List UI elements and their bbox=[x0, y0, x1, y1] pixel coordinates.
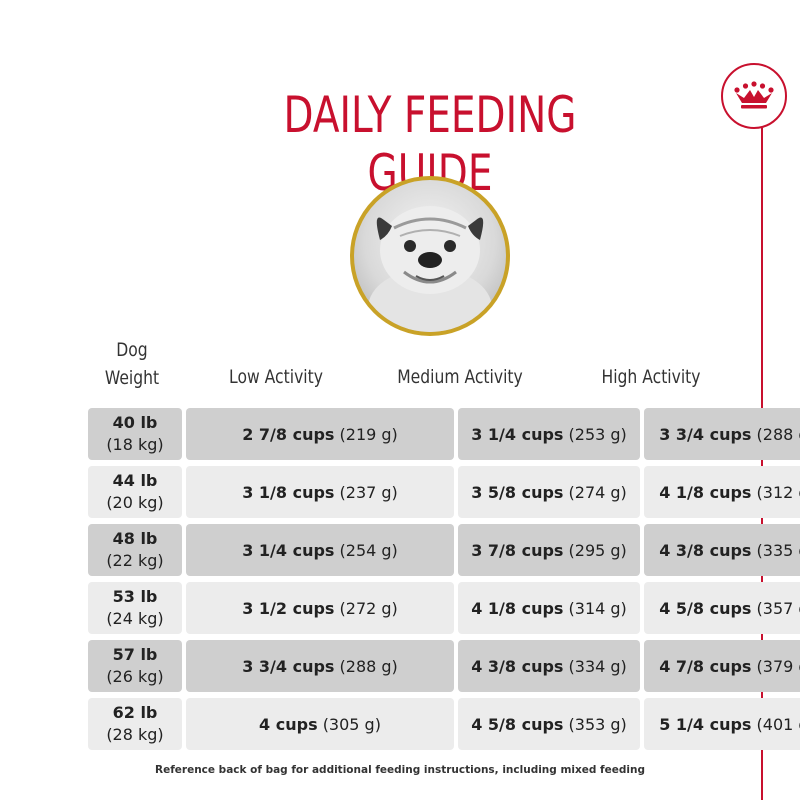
medium-activity-cell: 3 1/4 cups (253 g) bbox=[458, 408, 640, 460]
grams-value: (334 g) bbox=[568, 656, 627, 676]
weight-lb: 57 lb bbox=[112, 645, 158, 664]
cups-value: 2 7/8 cups bbox=[242, 424, 335, 444]
weight-kg: (20 kg) bbox=[106, 493, 164, 512]
grams-value: (353 g) bbox=[568, 714, 627, 734]
cups-value: 5 1/4 cups bbox=[659, 714, 752, 734]
grams-value: (357 g) bbox=[756, 598, 800, 618]
header-medium-activity: Medium Activity bbox=[397, 366, 523, 388]
medium-activity-cell: 4 3/8 cups (334 g) bbox=[458, 640, 640, 692]
grams-value: (274 g) bbox=[568, 482, 627, 502]
weight-lb: 53 lb bbox=[112, 587, 158, 606]
grams-value: (401 g) bbox=[756, 714, 800, 734]
grams-value: (288 g) bbox=[756, 424, 800, 444]
grams-value: (335 g) bbox=[756, 540, 800, 560]
cups-value: 4 cups bbox=[259, 714, 318, 734]
weight-cell: 44 lb (20 kg) bbox=[88, 466, 182, 518]
weight-cell: 53 lb (24 kg) bbox=[88, 582, 182, 634]
cups-value: 4 7/8 cups bbox=[659, 656, 752, 676]
header-dog-weight: Dog Weight bbox=[99, 336, 165, 392]
high-activity-cell: 4 5/8 cups (357 g) bbox=[644, 582, 800, 634]
cups-value: 4 5/8 cups bbox=[471, 714, 564, 734]
header-dog-weight-line2: Weight bbox=[104, 367, 160, 389]
cups-value: 4 3/8 cups bbox=[659, 540, 752, 560]
cups-value: 3 3/4 cups bbox=[659, 424, 752, 444]
bulldog-photo bbox=[350, 176, 510, 336]
weight-lb: 62 lb bbox=[112, 703, 158, 722]
high-activity-cell: 4 7/8 cups (379 g) bbox=[644, 640, 800, 692]
weight-kg: (22 kg) bbox=[106, 551, 164, 570]
cups-value: 3 1/8 cups bbox=[242, 482, 335, 502]
low-activity-cell: 4 cups (305 g) bbox=[186, 698, 454, 750]
weight-kg: (24 kg) bbox=[106, 609, 164, 628]
header-dog-weight-line1: Dog bbox=[116, 339, 148, 361]
low-activity-cell: 3 1/4 cups (254 g) bbox=[186, 524, 454, 576]
weight-cell: 48 lb (22 kg) bbox=[88, 524, 182, 576]
high-activity-cell: 4 1/8 cups (312 g) bbox=[644, 466, 800, 518]
grams-value: (312 g) bbox=[756, 482, 800, 502]
low-activity-cell: 2 7/8 cups (219 g) bbox=[186, 408, 454, 460]
cups-value: 4 3/8 cups bbox=[471, 656, 564, 676]
brand-logo bbox=[721, 63, 787, 129]
weight-cell: 40 lb (18 kg) bbox=[88, 408, 182, 460]
cups-value: 3 1/4 cups bbox=[471, 424, 564, 444]
medium-activity-cell: 3 5/8 cups (274 g) bbox=[458, 466, 640, 518]
grams-value: (305 g) bbox=[322, 714, 381, 734]
cups-value: 3 7/8 cups bbox=[471, 540, 564, 560]
table-row: 57 lb (26 kg) 3 3/4 cups (288 g) 4 3/8 c… bbox=[88, 640, 800, 692]
royal-crown-icon bbox=[734, 81, 774, 109]
weight-lb: 40 lb bbox=[112, 413, 158, 432]
high-activity-cell: 5 1/4 cups (401 g) bbox=[644, 698, 800, 750]
weight-cell: 57 lb (26 kg) bbox=[88, 640, 182, 692]
weight-lb: 44 lb bbox=[112, 471, 158, 490]
grams-value: (379 g) bbox=[756, 656, 800, 676]
medium-activity-cell: 4 1/8 cups (314 g) bbox=[458, 582, 640, 634]
header-low-activity: Low Activity bbox=[229, 366, 323, 388]
cups-value: 3 5/8 cups bbox=[471, 482, 564, 502]
weight-lb: 48 lb bbox=[112, 529, 158, 548]
low-activity-cell: 3 3/4 cups (288 g) bbox=[186, 640, 454, 692]
grams-value: (219 g) bbox=[339, 424, 398, 444]
high-activity-cell: 4 3/8 cups (335 g) bbox=[644, 524, 800, 576]
cups-value: 3 1/4 cups bbox=[242, 540, 335, 560]
cups-value: 4 1/8 cups bbox=[659, 482, 752, 502]
table-row: 48 lb (22 kg) 3 1/4 cups (254 g) 3 7/8 c… bbox=[88, 524, 800, 576]
grams-value: (272 g) bbox=[339, 598, 398, 618]
cups-value: 3 1/2 cups bbox=[242, 598, 335, 618]
high-activity-cell: 3 3/4 cups (288 g) bbox=[644, 408, 800, 460]
table-row: 44 lb (20 kg) 3 1/8 cups (237 g) 3 5/8 c… bbox=[88, 466, 800, 518]
grams-value: (253 g) bbox=[568, 424, 627, 444]
footnote: Reference back of bag for additional fee… bbox=[155, 764, 645, 776]
cups-value: 4 5/8 cups bbox=[659, 598, 752, 618]
page-title: DAILY FEEDING GUIDE bbox=[283, 86, 577, 202]
cups-value: 3 3/4 cups bbox=[242, 656, 335, 676]
weight-cell: 62 lb (28 kg) bbox=[88, 698, 182, 750]
grams-value: (237 g) bbox=[339, 482, 398, 502]
medium-activity-cell: 3 7/8 cups (295 g) bbox=[458, 524, 640, 576]
low-activity-cell: 3 1/8 cups (237 g) bbox=[186, 466, 454, 518]
grams-value: (288 g) bbox=[339, 656, 398, 676]
header-high-activity: High Activity bbox=[601, 366, 701, 388]
weight-kg: (26 kg) bbox=[106, 667, 164, 686]
table-row: 40 lb (18 kg) 2 7/8 cups (219 g) 3 1/4 c… bbox=[88, 408, 800, 460]
grams-value: (295 g) bbox=[568, 540, 627, 560]
table-row: 62 lb (28 kg) 4 cups (305 g) 4 5/8 cups … bbox=[88, 698, 800, 750]
medium-activity-cell: 4 5/8 cups (353 g) bbox=[458, 698, 640, 750]
grams-value: (314 g) bbox=[568, 598, 627, 618]
weight-kg: (28 kg) bbox=[106, 725, 164, 744]
decorative-red-line bbox=[761, 128, 763, 800]
cups-value: 4 1/8 cups bbox=[471, 598, 564, 618]
grams-value: (254 g) bbox=[339, 540, 398, 560]
weight-kg: (18 kg) bbox=[106, 435, 164, 454]
low-activity-cell: 3 1/2 cups (272 g) bbox=[186, 582, 454, 634]
table-row: 53 lb (24 kg) 3 1/2 cups (272 g) 4 1/8 c… bbox=[88, 582, 800, 634]
